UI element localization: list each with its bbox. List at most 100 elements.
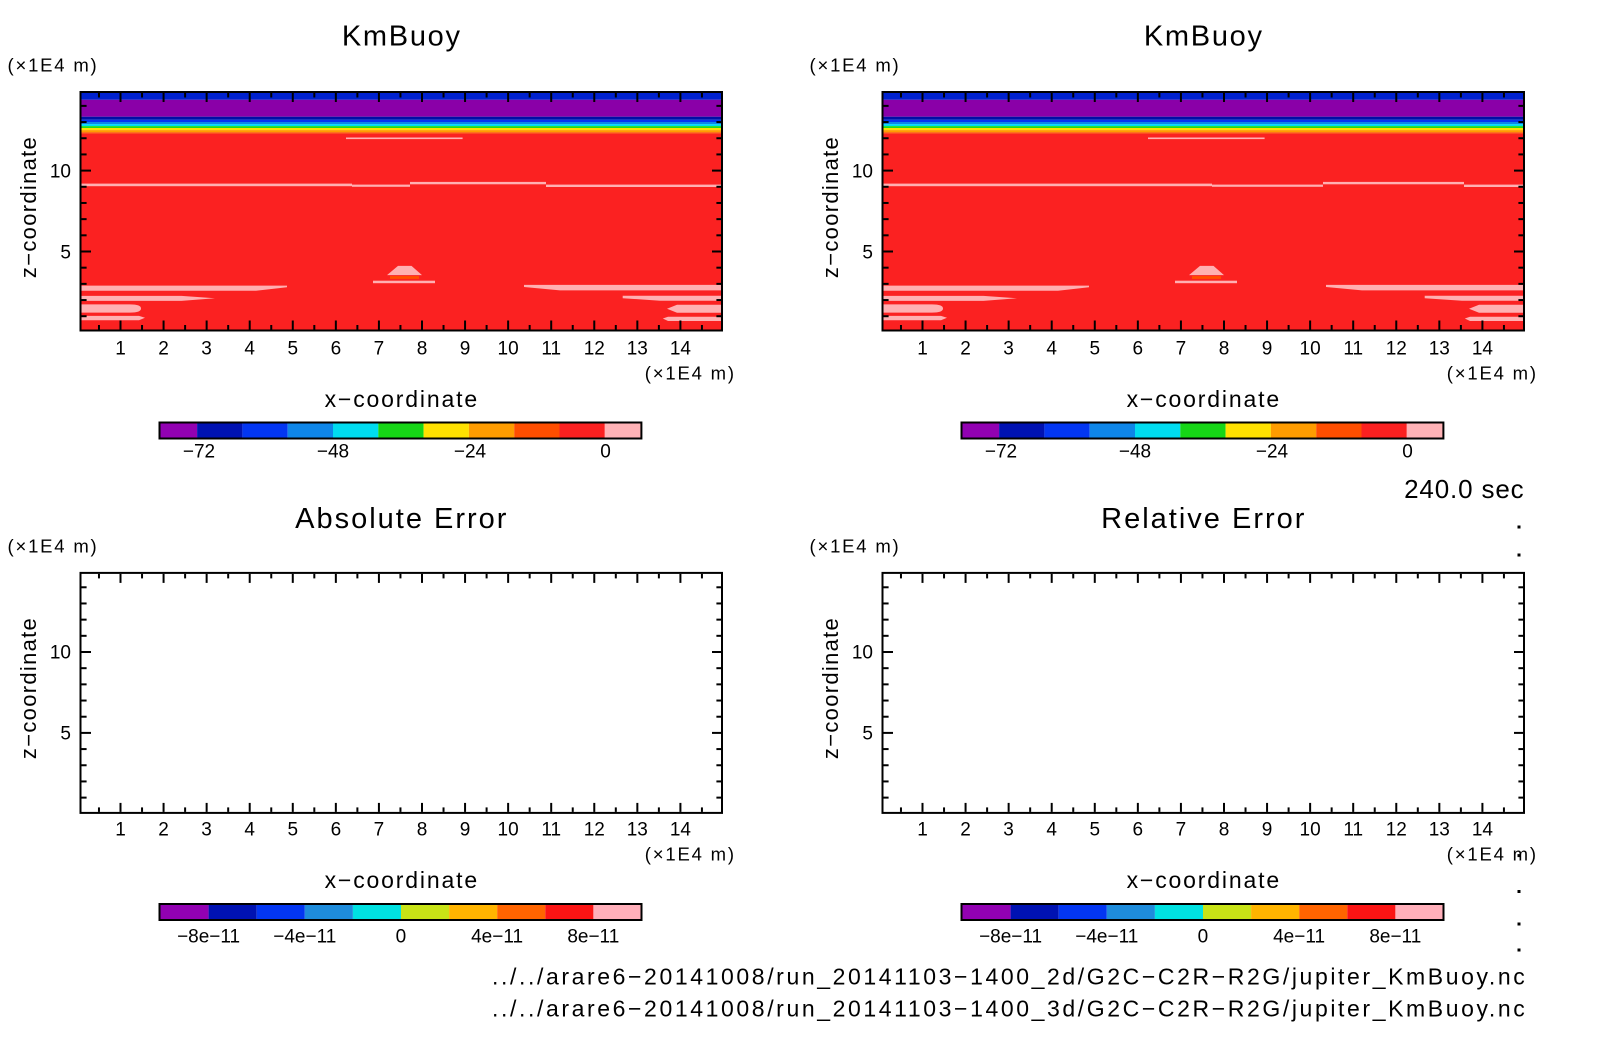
svg-text:10: 10	[852, 162, 873, 183]
svg-text:3: 3	[1003, 820, 1014, 841]
svg-text:z−coordinate: z−coordinate	[818, 136, 843, 278]
svg-text:(×1E4 m): (×1E4 m)	[8, 55, 99, 76]
svg-text:z−coordinate: z−coordinate	[16, 617, 41, 759]
svg-text:Absolute Error: Absolute Error	[295, 503, 508, 535]
svg-text:6: 6	[1133, 820, 1144, 841]
svg-text:8e−11: 8e−11	[1369, 926, 1421, 947]
svg-text:−4e−11: −4e−11	[1075, 926, 1138, 947]
svg-text:x−coordinate: x−coordinate	[1127, 386, 1281, 412]
svg-text:12: 12	[1386, 820, 1407, 841]
svg-text:x−coordinate: x−coordinate	[325, 386, 479, 412]
svg-text:(×1E4 m): (×1E4 m)	[645, 363, 736, 384]
svg-text:8e−11: 8e−11	[567, 926, 619, 947]
svg-text:11: 11	[541, 339, 561, 360]
svg-text:0: 0	[1198, 926, 1209, 947]
svg-text:4: 4	[244, 820, 255, 841]
svg-text:240.0 sec: 240.0 sec	[1404, 474, 1524, 504]
svg-text:−48: −48	[317, 442, 349, 463]
svg-text:KmBuoy: KmBuoy	[1144, 21, 1264, 53]
svg-text:4: 4	[1046, 339, 1057, 360]
svg-text:3: 3	[1003, 339, 1014, 360]
svg-text:2: 2	[960, 339, 971, 360]
svg-text:8: 8	[1219, 339, 1230, 360]
svg-text:7: 7	[1176, 339, 1187, 360]
svg-text:6: 6	[331, 339, 342, 360]
svg-text:13: 13	[1429, 339, 1450, 360]
svg-text:4e−11: 4e−11	[471, 926, 523, 947]
svg-text:14: 14	[1472, 339, 1494, 360]
svg-text:−72: −72	[985, 442, 1017, 463]
svg-text:x−coordinate: x−coordinate	[325, 867, 479, 893]
svg-text:5: 5	[862, 723, 873, 744]
svg-text:10: 10	[50, 162, 71, 183]
svg-text:11: 11	[541, 820, 561, 841]
svg-text:8: 8	[417, 339, 428, 360]
svg-text:11: 11	[1343, 820, 1363, 841]
svg-text:13: 13	[627, 339, 648, 360]
svg-text:7: 7	[374, 820, 385, 841]
svg-text:1: 1	[917, 820, 928, 841]
svg-text:../../arare6−20141008/run_2014: ../../arare6−20141008/run_20141103−1400_…	[492, 964, 1527, 990]
svg-text:9: 9	[1262, 820, 1273, 841]
svg-text:../../arare6−20141008/run_2014: ../../arare6−20141008/run_20141103−1400_…	[492, 995, 1527, 1021]
svg-text:KmBuoy: KmBuoy	[342, 21, 462, 53]
svg-text:4e−11: 4e−11	[1273, 926, 1325, 947]
svg-text:1: 1	[115, 339, 126, 360]
svg-text:12: 12	[1386, 339, 1407, 360]
svg-text:14: 14	[1472, 820, 1494, 841]
svg-text:10: 10	[1300, 820, 1321, 841]
svg-text:10: 10	[498, 820, 519, 841]
svg-text:4: 4	[1046, 820, 1057, 841]
svg-text:(×1E4 m): (×1E4 m)	[1447, 844, 1538, 865]
svg-text:10: 10	[1300, 339, 1321, 360]
svg-text:8: 8	[1219, 820, 1230, 841]
svg-text:(×1E4 m): (×1E4 m)	[645, 844, 736, 865]
svg-text:10: 10	[498, 339, 519, 360]
svg-text:3: 3	[201, 339, 212, 360]
svg-text:9: 9	[460, 820, 471, 841]
svg-text:(×1E4 m): (×1E4 m)	[8, 536, 99, 557]
svg-text:z−coordinate: z−coordinate	[818, 617, 843, 759]
svg-text:−4e−11: −4e−11	[273, 926, 336, 947]
svg-text:13: 13	[1429, 820, 1450, 841]
svg-text:5: 5	[60, 242, 71, 263]
svg-text:5: 5	[288, 339, 299, 360]
svg-text:5: 5	[288, 820, 299, 841]
svg-text:0: 0	[600, 442, 611, 463]
svg-text:8: 8	[417, 820, 428, 841]
svg-text:x−coordinate: x−coordinate	[1127, 867, 1281, 893]
svg-text:6: 6	[331, 820, 342, 841]
svg-text:13: 13	[627, 820, 648, 841]
svg-text:9: 9	[460, 339, 471, 360]
svg-text:1: 1	[115, 820, 126, 841]
svg-text:2: 2	[158, 339, 169, 360]
svg-text:1: 1	[917, 339, 928, 360]
svg-text:0: 0	[1402, 442, 1413, 463]
svg-text:(×1E4 m): (×1E4 m)	[1447, 363, 1538, 384]
svg-text:3: 3	[201, 820, 212, 841]
svg-text:−24: −24	[454, 442, 487, 463]
svg-text:z−coordinate: z−coordinate	[16, 136, 41, 278]
svg-text:5: 5	[862, 242, 873, 263]
svg-text:9: 9	[1262, 339, 1273, 360]
svg-text:10: 10	[50, 643, 71, 664]
svg-text:7: 7	[374, 339, 385, 360]
svg-text:11: 11	[1343, 339, 1363, 360]
svg-text:5: 5	[1090, 339, 1101, 360]
svg-text:14: 14	[670, 820, 692, 841]
svg-text:14: 14	[670, 339, 692, 360]
svg-text:5: 5	[60, 723, 71, 744]
svg-text:2: 2	[960, 820, 971, 841]
svg-text:−72: −72	[183, 442, 215, 463]
svg-text:10: 10	[852, 643, 873, 664]
svg-text:6: 6	[1133, 339, 1144, 360]
svg-text:(×1E4 m): (×1E4 m)	[810, 55, 901, 76]
svg-text:7: 7	[1176, 820, 1187, 841]
svg-text:12: 12	[584, 820, 605, 841]
svg-text:5: 5	[1090, 820, 1101, 841]
svg-text:0: 0	[396, 926, 407, 947]
svg-text:−8e−11: −8e−11	[979, 926, 1042, 947]
svg-text:2: 2	[158, 820, 169, 841]
svg-text:12: 12	[584, 339, 605, 360]
svg-text:−8e−11: −8e−11	[177, 926, 240, 947]
